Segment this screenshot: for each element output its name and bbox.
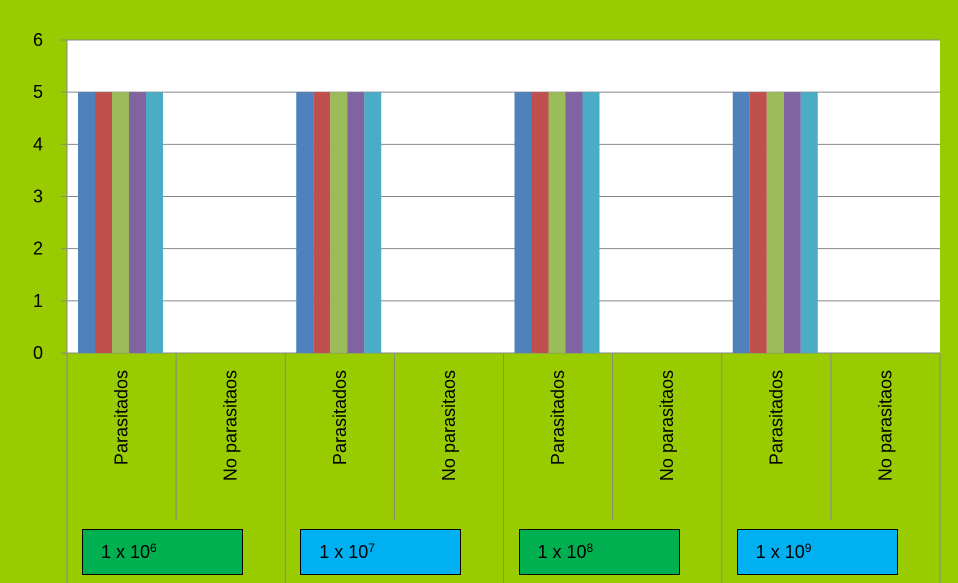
bar xyxy=(146,92,163,354)
category-label: Parasitados xyxy=(330,370,350,465)
bar xyxy=(313,92,331,354)
group-label: 1 x 10 6 xyxy=(82,529,243,575)
bar xyxy=(330,92,348,354)
y-tick-label: 0 xyxy=(33,343,43,363)
group-label-exponent: 6 xyxy=(150,541,157,555)
bar xyxy=(78,92,95,354)
y-tick-label: 2 xyxy=(33,239,43,259)
group-label: 1 x 10 7 xyxy=(300,529,462,575)
y-tick-label: 1 xyxy=(33,291,43,311)
bar xyxy=(347,92,365,354)
bar xyxy=(582,92,600,354)
y-tick-label: 5 xyxy=(33,82,43,102)
bar xyxy=(800,92,818,354)
bar xyxy=(129,92,146,354)
category-label: Parasitados xyxy=(548,370,568,465)
group-label-base: 1 x 10 xyxy=(101,541,151,562)
bar xyxy=(95,92,112,354)
category-label: No parasitaos xyxy=(875,370,895,481)
group-label-exponent: 9 xyxy=(804,541,812,555)
y-tick-label: 4 xyxy=(33,134,43,154)
bar xyxy=(296,92,314,354)
bar xyxy=(565,92,583,354)
category-label: No parasitaos xyxy=(439,370,459,481)
bar xyxy=(514,92,532,354)
bar xyxy=(783,92,801,354)
bar xyxy=(531,92,549,354)
group-label-base: 1 x 10 xyxy=(319,541,369,562)
bar xyxy=(749,92,767,354)
bar xyxy=(732,92,750,354)
group-label-exponent: 8 xyxy=(586,541,594,555)
bar xyxy=(364,92,382,354)
y-tick-label: 3 xyxy=(33,187,43,207)
group-label-base: 1 x 10 xyxy=(537,541,587,562)
bar xyxy=(766,92,784,354)
bar xyxy=(548,92,566,354)
group-label-base: 1 x 10 xyxy=(755,541,805,562)
category-label: No parasitaos xyxy=(221,370,241,481)
group-label: 1 x 10 8 xyxy=(518,529,680,575)
y-tick-label: 6 xyxy=(33,30,43,50)
bar xyxy=(112,92,129,354)
group-label-exponent: 7 xyxy=(368,541,375,555)
group-label: 1 x 10 9 xyxy=(736,529,898,575)
category-label: Parasitados xyxy=(112,370,132,465)
category-label: No parasitaos xyxy=(657,370,677,481)
category-label: Parasitados xyxy=(766,370,786,465)
